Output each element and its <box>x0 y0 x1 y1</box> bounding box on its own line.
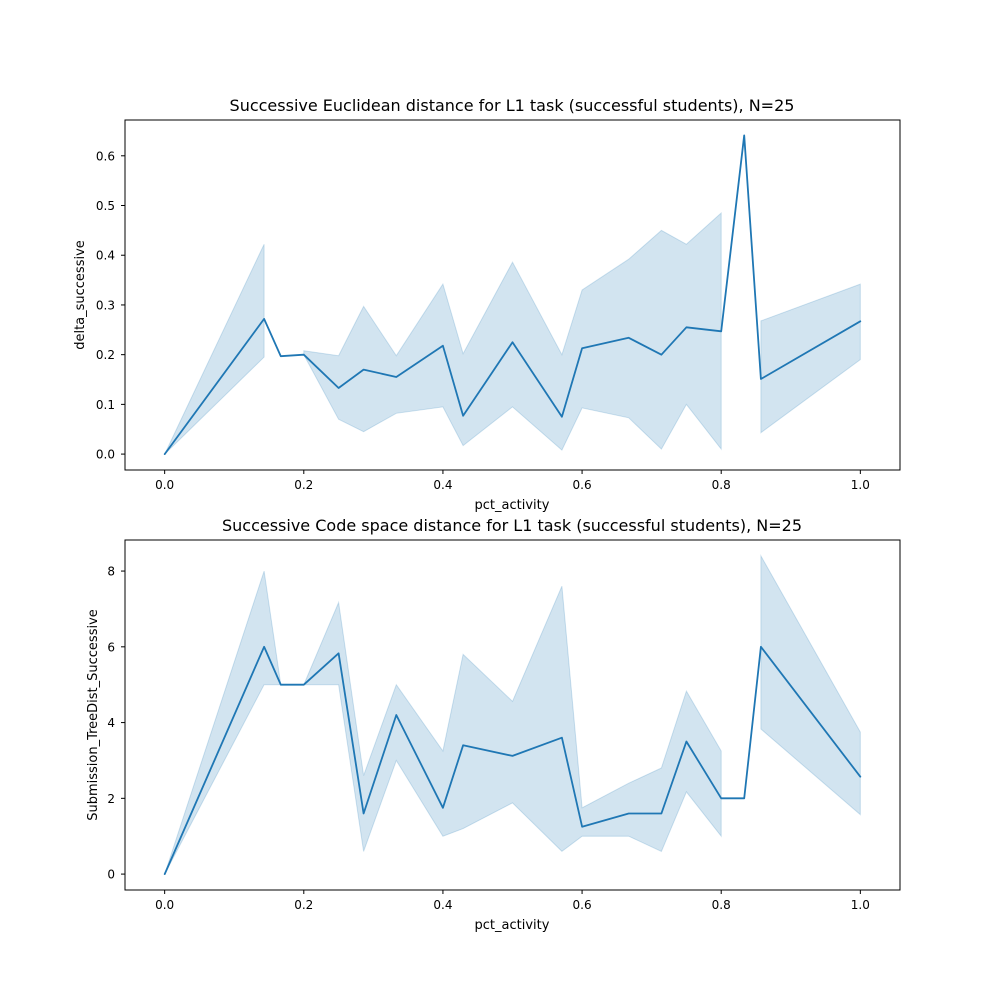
y-axis: 0 2 4 6 8 <box>107 565 125 882</box>
chart-top: Successive Euclidean distance for L1 tas… <box>73 96 901 513</box>
x-axis: 0.0 0.2 0.4 0.6 0.8 1.0 <box>155 890 870 912</box>
y-tick-label: 0.0 <box>96 448 115 462</box>
x-tick-label: 0.6 <box>573 478 592 492</box>
x-tick-label: 0.8 <box>712 478 731 492</box>
y-tick-label: 0.6 <box>96 149 115 163</box>
x-tick-label: 1.0 <box>851 478 870 492</box>
series-line <box>163 134 862 456</box>
x-tick-label: 0.0 <box>155 478 174 492</box>
plot-frame <box>124 119 901 471</box>
plot-frame <box>124 539 901 891</box>
confidence-band <box>303 211 722 451</box>
y-tick-label: 2 <box>107 792 115 806</box>
x-axis-label: pct_activity <box>475 918 550 933</box>
x-tick-label: 1.0 <box>851 898 870 912</box>
y-tick-label: 0.3 <box>96 298 115 312</box>
y-axis-label: delta_successive <box>73 240 88 350</box>
x-tick-label: 0.6 <box>573 898 592 912</box>
confidence-band <box>760 283 861 434</box>
y-tick-label: 0 <box>107 868 115 882</box>
plot-area <box>163 134 862 456</box>
x-tick-label: 0.4 <box>433 478 452 492</box>
chart-title: Successive Euclidean distance for L1 tas… <box>230 96 795 115</box>
x-axis-label: pct_activity <box>475 498 550 513</box>
x-tick-label: 0.0 <box>155 898 174 912</box>
y-tick-label: 0.5 <box>96 199 115 213</box>
confidence-band <box>164 244 265 455</box>
y-tick-label: 4 <box>107 716 115 730</box>
x-tick-label: 0.2 <box>294 478 313 492</box>
y-tick-label: 8 <box>107 565 115 579</box>
chart-title: Successive Code space distance for L1 ta… <box>222 516 802 535</box>
y-tick-label: 0.4 <box>96 249 115 263</box>
y-tick-label: 0.2 <box>96 348 115 362</box>
y-tick-label: 0.1 <box>96 398 115 412</box>
plot-area <box>163 553 862 875</box>
confidence-band <box>164 570 722 875</box>
y-tick-label: 6 <box>107 640 115 654</box>
series-line <box>163 645 862 875</box>
confidence-band <box>760 553 861 816</box>
x-tick-label: 0.2 <box>294 898 313 912</box>
chart-bottom: Successive Code space distance for L1 ta… <box>86 516 901 933</box>
x-axis: 0.0 0.2 0.4 0.6 0.8 1.0 <box>155 470 870 492</box>
y-axis-label: Submission_TreeDist_Successive <box>86 609 101 821</box>
y-axis: 0.0 0.1 0.2 0.3 0.4 0.5 0.6 <box>96 149 125 462</box>
x-tick-label: 0.4 <box>433 898 452 912</box>
x-tick-label: 0.8 <box>712 898 731 912</box>
